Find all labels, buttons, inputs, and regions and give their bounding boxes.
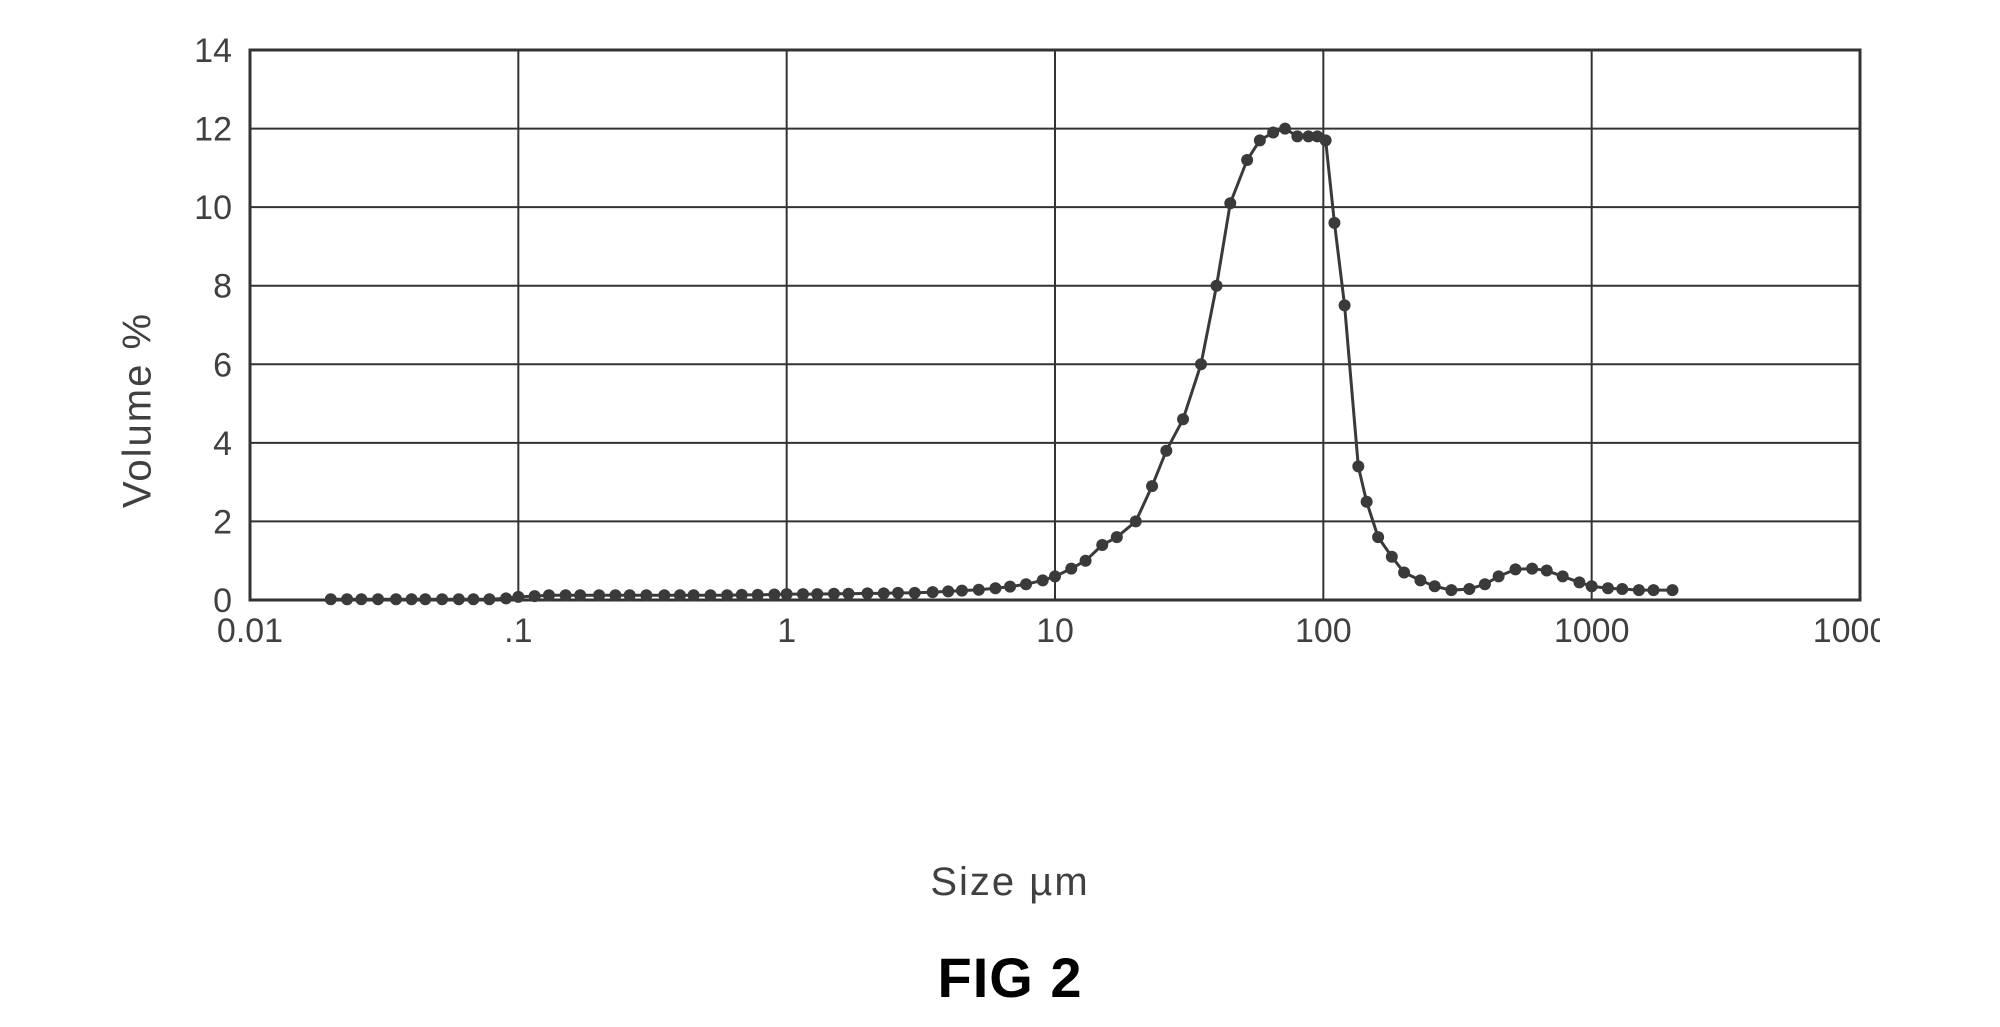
svg-text:6: 6 — [213, 346, 232, 384]
svg-text:10000: 10000 — [1813, 612, 1880, 650]
chart-svg: 0.01.111010010001000002468101214 — [140, 30, 1880, 670]
svg-text:10: 10 — [1036, 612, 1074, 650]
svg-text:4: 4 — [213, 425, 232, 463]
svg-text:100: 100 — [1295, 612, 1352, 650]
svg-text:12: 12 — [194, 111, 232, 149]
figure-caption: FIG 2 — [140, 945, 1880, 1010]
svg-text:.1: .1 — [504, 612, 532, 650]
svg-text:1: 1 — [777, 612, 796, 650]
svg-text:14: 14 — [194, 32, 232, 70]
chart-area: Volume % 0.01.11101001000100000246810121… — [140, 30, 1880, 790]
svg-text:1000: 1000 — [1554, 612, 1630, 650]
y-axis-label: Volume % — [116, 312, 161, 508]
svg-text:2: 2 — [213, 503, 232, 541]
svg-text:8: 8 — [213, 268, 232, 306]
svg-text:0: 0 — [213, 582, 232, 620]
figure-wrap: Volume % 0.01.11101001000100000246810121… — [0, 0, 2000, 1027]
x-axis-label: Size µm — [140, 860, 1880, 905]
svg-text:10: 10 — [194, 189, 232, 227]
